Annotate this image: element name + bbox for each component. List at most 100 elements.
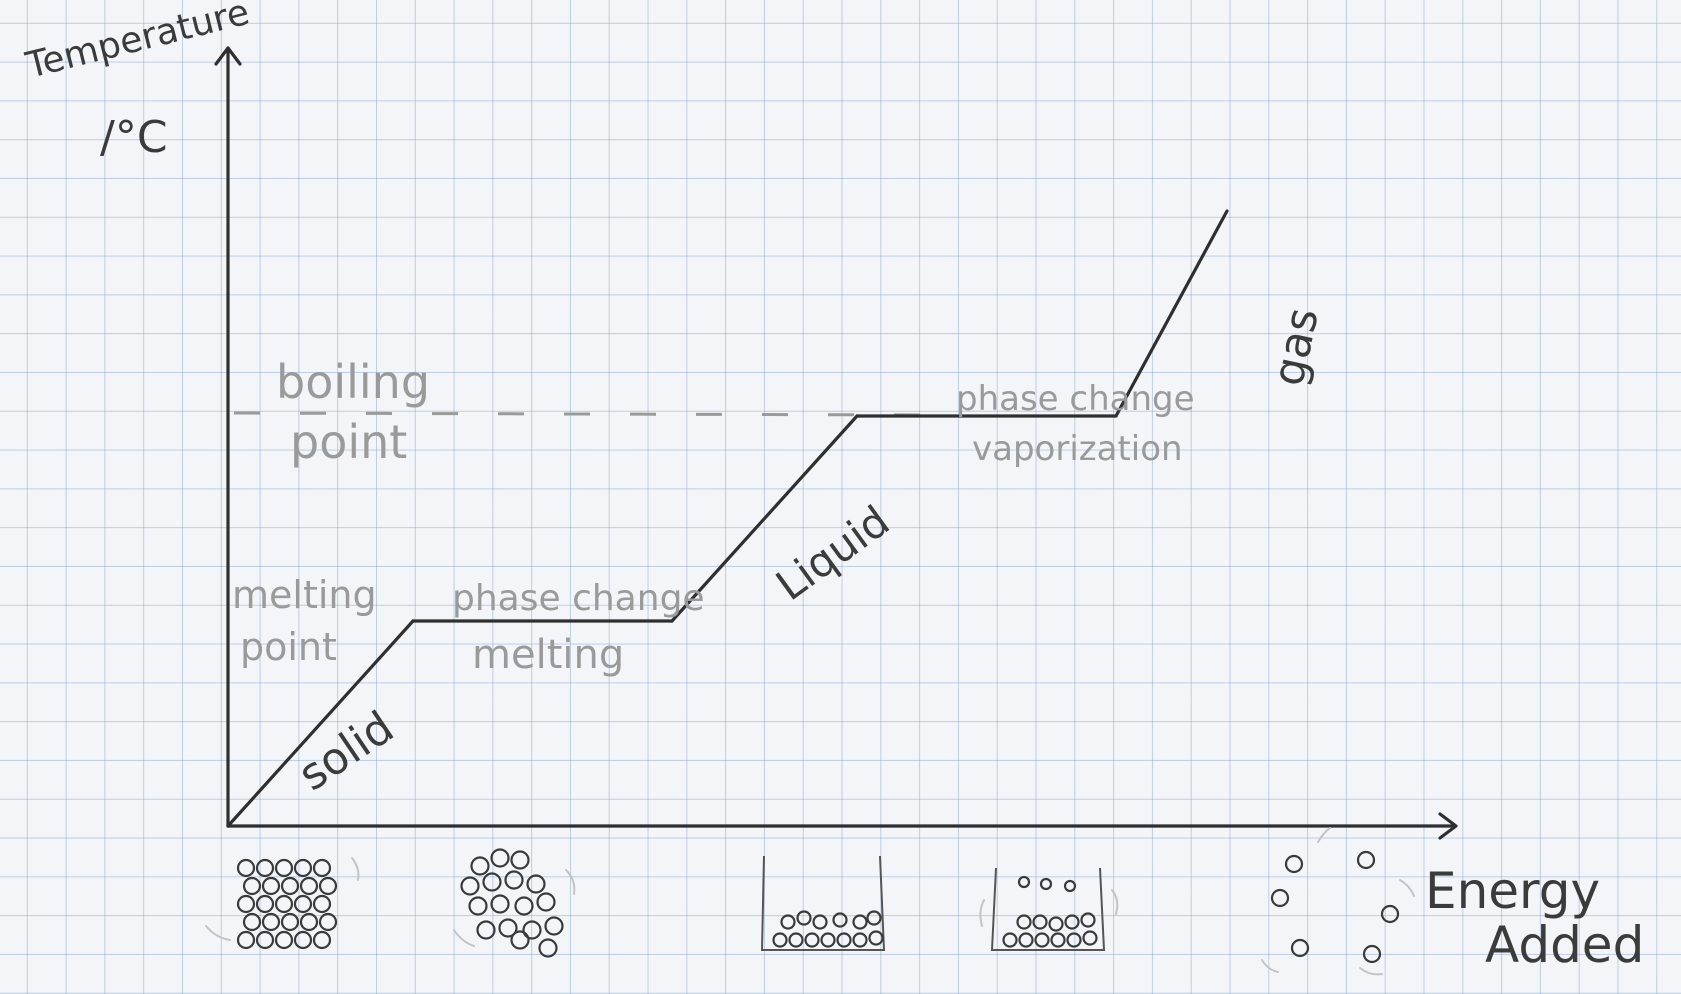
motion-mark bbox=[1317, 827, 1331, 843]
particle bbox=[1284, 854, 1304, 874]
particle bbox=[490, 894, 510, 914]
melting-label-line2: point bbox=[240, 625, 337, 669]
particle bbox=[490, 848, 510, 868]
boiling-point-dashed-line bbox=[233, 411, 926, 417]
particle bbox=[1290, 938, 1310, 958]
particle bbox=[1066, 932, 1082, 948]
liquid-label: Liquid bbox=[767, 496, 898, 610]
particle bbox=[255, 930, 275, 950]
particle bbox=[804, 932, 820, 948]
particle bbox=[312, 894, 332, 914]
motion-mark bbox=[565, 869, 576, 895]
liquid-container bbox=[760, 855, 886, 951]
melting-name-label: melting bbox=[472, 632, 624, 678]
motion-mark bbox=[1399, 879, 1415, 897]
particle bbox=[482, 872, 502, 892]
particle bbox=[522, 920, 542, 940]
particle bbox=[812, 914, 828, 930]
particle bbox=[460, 876, 480, 896]
motion-mark bbox=[1111, 889, 1119, 915]
liquid-particles-icon bbox=[760, 855, 886, 951]
melting-particles-icon bbox=[453, 848, 576, 958]
particle bbox=[261, 876, 281, 896]
vaporization-phase-change-label: phase change bbox=[956, 379, 1195, 419]
vaporizing-particles-icon bbox=[979, 867, 1119, 951]
particle bbox=[242, 912, 262, 932]
y-axis-arrowhead bbox=[214, 46, 242, 66]
curve-segment-5 bbox=[1114, 209, 1229, 418]
particle bbox=[538, 938, 558, 958]
particle bbox=[526, 874, 546, 894]
x-axis-arrowhead bbox=[1438, 812, 1458, 840]
particle bbox=[852, 932, 868, 948]
particle bbox=[1270, 888, 1290, 908]
motion-mark bbox=[351, 857, 360, 881]
particle bbox=[1018, 932, 1034, 948]
particle bbox=[312, 930, 332, 950]
particle bbox=[544, 916, 564, 936]
particle bbox=[852, 914, 868, 930]
particle bbox=[510, 930, 530, 950]
motion-mark bbox=[453, 929, 475, 947]
heating-curve bbox=[226, 209, 1229, 828]
particle bbox=[832, 912, 848, 928]
vaporization-name-label: vaporization bbox=[972, 429, 1183, 469]
particle bbox=[242, 876, 262, 896]
particle bbox=[1050, 932, 1066, 948]
particle bbox=[274, 858, 294, 878]
curve-segment-1 bbox=[226, 619, 415, 828]
particle bbox=[1039, 877, 1053, 891]
particle bbox=[1362, 944, 1382, 964]
x-axis-title-line1: Energy bbox=[1425, 862, 1600, 920]
particle bbox=[1002, 932, 1018, 948]
particle bbox=[866, 910, 882, 926]
particle bbox=[504, 870, 524, 890]
particle bbox=[1032, 914, 1048, 930]
particle bbox=[293, 858, 313, 878]
particle bbox=[868, 930, 884, 946]
particle bbox=[236, 894, 256, 914]
particle bbox=[536, 892, 556, 912]
particle bbox=[788, 932, 804, 948]
y-axis-title-line2: /°C bbox=[100, 112, 168, 163]
particle bbox=[780, 914, 796, 930]
particle bbox=[510, 850, 530, 870]
gas-label: gas bbox=[1263, 304, 1329, 391]
particle bbox=[820, 932, 836, 948]
melting-label-line1: melting bbox=[232, 573, 377, 617]
particle bbox=[318, 912, 338, 932]
particle bbox=[1048, 916, 1064, 932]
curve-segment-3 bbox=[670, 414, 859, 623]
particle bbox=[236, 930, 256, 950]
particle bbox=[1380, 904, 1400, 924]
boiling-label-line2: point bbox=[290, 415, 407, 469]
motion-mark bbox=[205, 925, 231, 941]
particle bbox=[255, 894, 275, 914]
particle bbox=[1034, 932, 1050, 948]
particle bbox=[1082, 930, 1098, 946]
axes bbox=[214, 46, 1458, 840]
particle bbox=[470, 856, 490, 876]
solid-particles-icon bbox=[205, 857, 360, 950]
particle bbox=[280, 876, 300, 896]
particle bbox=[312, 858, 332, 878]
particle bbox=[280, 912, 300, 932]
boiling-label-line1: boiling bbox=[276, 355, 430, 409]
particle bbox=[255, 858, 275, 878]
particle bbox=[299, 876, 319, 896]
motion-mark bbox=[1261, 959, 1279, 973]
particle bbox=[476, 920, 496, 940]
particle bbox=[498, 918, 518, 938]
particle bbox=[514, 896, 534, 916]
particle bbox=[836, 932, 852, 948]
particle bbox=[299, 912, 319, 932]
particle bbox=[1063, 879, 1077, 893]
solid-label: solid bbox=[290, 702, 403, 801]
particle bbox=[796, 910, 812, 926]
particle bbox=[1356, 850, 1376, 870]
particle bbox=[1080, 912, 1096, 928]
particle bbox=[1017, 875, 1031, 889]
y-axis-title-line1: Temperature bbox=[21, 0, 253, 87]
melting-phase-change-label: phase change bbox=[452, 578, 705, 619]
